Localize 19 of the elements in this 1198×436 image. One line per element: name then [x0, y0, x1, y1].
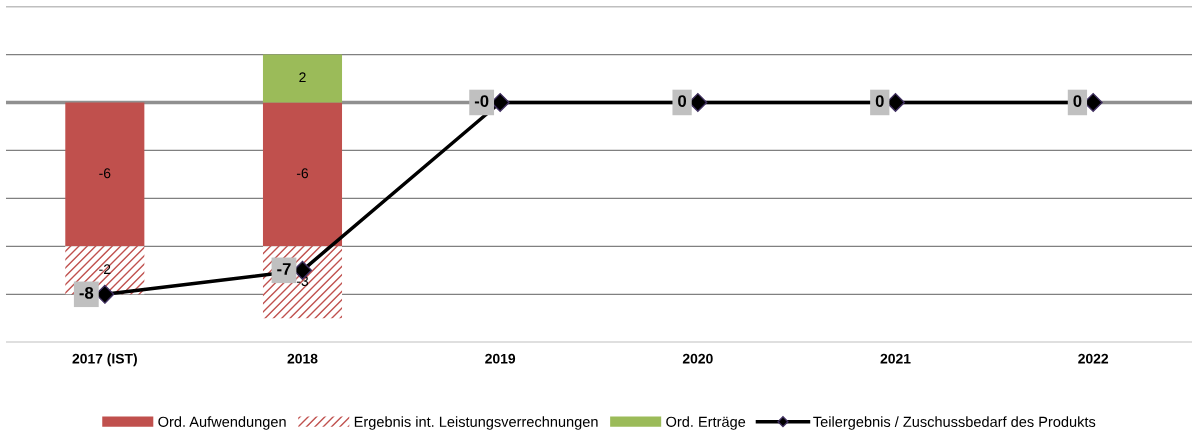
x-tick-label: 2021 [880, 353, 911, 364]
x-tick-label: 2020 [682, 353, 713, 364]
x-tick-label: 2017 (IST) [72, 353, 137, 367]
data-label: -6 [296, 168, 309, 179]
data-label: 0 [875, 95, 884, 107]
x-tick-label: 2018 [287, 353, 318, 364]
legend-label: Teilergebnis / Zuschussbedarf des Produkts [813, 416, 1096, 430]
data-label: -7 [277, 263, 291, 275]
data-label: 2 [299, 72, 306, 83]
x-tick-label: 2022 [1078, 353, 1109, 364]
data-label: 0 [1073, 95, 1082, 107]
legend-label: Ergebnis int. Leistungsverrechnungen [354, 416, 598, 430]
data-label: -6 [99, 168, 111, 179]
legend-label: Ord. Aufwendungen [158, 416, 286, 430]
legend-label: Ord. Erträge [666, 416, 746, 430]
x-tick-label: 2019 [485, 353, 516, 364]
data-label: -0 [474, 95, 489, 107]
data-label: -8 [79, 286, 94, 299]
data-label: 0 [678, 95, 687, 107]
